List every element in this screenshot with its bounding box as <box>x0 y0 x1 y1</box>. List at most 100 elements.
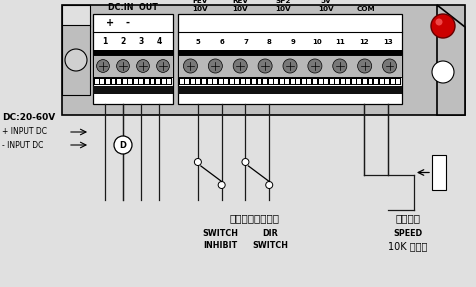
Bar <box>341 79 345 84</box>
Text: SWITCH: SWITCH <box>252 241 288 250</box>
Circle shape <box>117 60 129 72</box>
Text: SPEED: SPEED <box>394 229 423 238</box>
Circle shape <box>233 59 247 73</box>
Text: SWITCH: SWITCH <box>202 229 238 238</box>
Bar <box>230 79 234 84</box>
Bar <box>191 79 195 84</box>
Bar <box>379 79 384 84</box>
Bar <box>208 79 211 84</box>
Bar <box>100 79 104 84</box>
Bar <box>307 79 311 84</box>
Text: 速度调整: 速度调整 <box>396 213 420 223</box>
Text: 10V: 10V <box>318 6 334 12</box>
Text: FEV: FEV <box>192 0 208 4</box>
Bar <box>202 79 206 84</box>
Bar <box>178 14 402 104</box>
Text: 1: 1 <box>102 38 108 46</box>
Text: 3: 3 <box>139 38 144 46</box>
Circle shape <box>258 59 272 73</box>
Circle shape <box>157 60 169 72</box>
Bar <box>123 79 127 84</box>
Text: INHIBIT: INHIBIT <box>203 241 237 250</box>
Bar <box>139 79 143 84</box>
Bar <box>93 14 173 104</box>
Circle shape <box>432 61 454 83</box>
Text: 8: 8 <box>267 39 272 45</box>
Text: 13: 13 <box>383 39 393 45</box>
Text: 2: 2 <box>120 38 126 46</box>
Bar <box>156 79 160 84</box>
Bar <box>385 79 389 84</box>
Bar <box>235 79 239 84</box>
Bar <box>180 79 184 84</box>
Circle shape <box>431 14 455 38</box>
Circle shape <box>218 181 225 189</box>
Bar <box>268 79 273 84</box>
Bar <box>145 79 149 84</box>
Bar <box>93 86 173 94</box>
Circle shape <box>383 59 397 73</box>
Bar <box>134 79 138 84</box>
Text: 10V: 10V <box>192 6 208 12</box>
Bar <box>263 79 267 84</box>
Text: DIR: DIR <box>262 229 278 238</box>
Circle shape <box>308 59 322 73</box>
Circle shape <box>114 136 132 154</box>
Bar <box>197 79 200 84</box>
Bar <box>330 79 334 84</box>
Bar <box>185 79 189 84</box>
Bar <box>285 79 289 84</box>
Bar <box>335 79 339 84</box>
Bar <box>297 79 300 84</box>
Bar <box>93 55 173 77</box>
Text: 10V: 10V <box>275 6 291 12</box>
Bar <box>241 79 245 84</box>
Bar <box>363 79 367 84</box>
Bar <box>62 5 90 27</box>
Bar <box>93 50 173 55</box>
Circle shape <box>97 60 109 72</box>
Bar <box>62 5 465 115</box>
Circle shape <box>333 59 347 73</box>
Text: 10V: 10V <box>232 6 248 12</box>
Bar <box>347 79 350 84</box>
Circle shape <box>242 158 249 166</box>
Bar <box>62 25 90 95</box>
Circle shape <box>208 59 222 73</box>
Bar <box>106 79 110 84</box>
Bar <box>179 78 401 85</box>
Text: 5: 5 <box>196 39 200 45</box>
Circle shape <box>137 60 149 72</box>
Text: SP2: SP2 <box>275 0 291 4</box>
Text: COM: COM <box>357 6 375 12</box>
Bar <box>374 79 378 84</box>
Bar <box>302 79 306 84</box>
Circle shape <box>266 181 273 189</box>
Text: 10: 10 <box>312 39 322 45</box>
Text: -: - <box>126 18 130 28</box>
Bar <box>247 79 250 84</box>
Bar <box>391 79 395 84</box>
Circle shape <box>283 59 297 73</box>
Bar <box>258 79 261 84</box>
Circle shape <box>65 49 87 71</box>
Bar <box>162 79 166 84</box>
Text: 9: 9 <box>290 39 296 45</box>
Text: 5V: 5V <box>321 0 331 4</box>
Text: 12: 12 <box>359 39 369 45</box>
Bar <box>291 79 295 84</box>
Bar <box>128 79 132 84</box>
Bar <box>178 50 402 55</box>
Bar <box>167 79 171 84</box>
Circle shape <box>194 158 201 166</box>
Circle shape <box>357 59 372 73</box>
Bar <box>318 79 323 84</box>
Text: + INPUT DC: + INPUT DC <box>2 127 47 137</box>
Text: 11: 11 <box>336 39 346 45</box>
Bar <box>94 78 172 85</box>
Bar <box>368 79 372 84</box>
Bar <box>224 79 228 84</box>
Bar <box>213 79 217 84</box>
Bar <box>95 79 99 84</box>
Bar <box>313 79 317 84</box>
